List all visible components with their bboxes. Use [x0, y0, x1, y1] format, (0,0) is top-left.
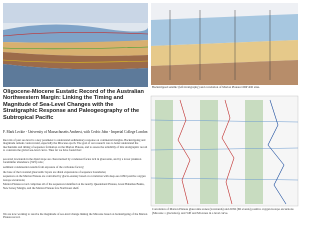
finding: sequences on the Marion Plateau are cont…	[3, 174, 146, 182]
poster-title: Oligocene-Miocene Eustatic Record of the…	[3, 89, 144, 121]
intro-text: Records of past sea level is a key param…	[3, 138, 148, 153]
authors: F. Mark Leckie - University of Massachus…	[3, 130, 148, 134]
finding: Marion Plateau record comprises all of t…	[3, 182, 145, 190]
correlation-figure	[150, 95, 299, 207]
closing-text: We are now working to resolve the magnit…	[3, 212, 148, 220]
figure-caption: Backstripped seismic (left/stratigraphy)…	[152, 85, 260, 89]
finding: the base of the lowstand glauconitic lay…	[3, 169, 107, 174]
findings-list: sea-level lowstands in the distal slope …	[3, 157, 149, 191]
poster: {"poster":{ "title":"Oligocene-Miocene E…	[2, 3, 299, 220]
seismic-figure	[2, 3, 149, 87]
figure-caption: Correlation of Marion Plateau glauconite…	[152, 207, 294, 215]
finding: sediment condensation results from expos…	[3, 165, 85, 169]
drill-site-figure	[151, 3, 298, 85]
figures	[2, 3, 299, 207]
finding: sea-level lowstands in the distal slope …	[3, 157, 142, 165]
